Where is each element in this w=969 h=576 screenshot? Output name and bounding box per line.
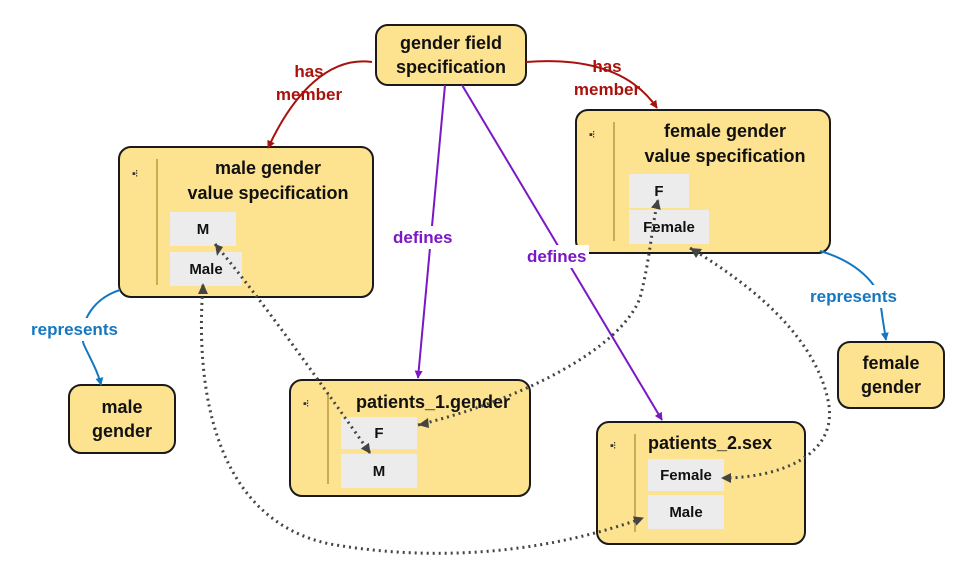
node-title: male gender value specification: [160, 156, 376, 206]
node-label-line-1: female: [862, 353, 920, 373]
node-title-line-2: value specification: [187, 183, 349, 203]
value-F[interactable]: F: [341, 417, 417, 449]
male-value-specification-node[interactable]: ▪⁝ male gender value specification M Mal…: [118, 146, 374, 298]
value-M[interactable]: M: [341, 454, 417, 488]
represents-label-right: represents: [808, 285, 899, 308]
value-Male[interactable]: Male: [648, 495, 724, 529]
patients-2-sex-node[interactable]: ▪⁝ patients_2.sex Female Male: [596, 421, 806, 545]
has-member-label-left: has member: [264, 60, 354, 106]
node-divider: [156, 159, 158, 285]
female-value-specification-node[interactable]: ▪⁝ female gender value specification F F…: [575, 109, 831, 254]
node-title-line-1: male gender: [214, 158, 322, 178]
represents-label-left: represents: [29, 318, 120, 341]
patients-1-gender-node[interactable]: ▪⁝ patients_1.gender F M: [289, 379, 531, 497]
defines-label-right: defines: [525, 245, 589, 268]
value-Female[interactable]: Female: [648, 459, 724, 491]
node-label-line-1: gender field: [399, 33, 502, 53]
value-Male[interactable]: Male: [170, 252, 242, 286]
node-title-line-2: value specification: [644, 146, 806, 166]
node-divider: [327, 392, 329, 484]
female-gender-node[interactable]: female gender: [837, 341, 945, 409]
label-line-2: member: [573, 80, 641, 99]
node-title-line-1: female gender: [663, 121, 787, 141]
label-line-2: member: [275, 85, 343, 104]
node-title: patients_1.gender: [355, 392, 511, 412]
label-line-1: has: [592, 57, 622, 76]
node-label-line-1: male: [101, 397, 143, 417]
node-divider: [634, 434, 636, 532]
label-line-1: has: [294, 62, 324, 81]
list-icon: ▪⁝: [132, 168, 138, 180]
gender-field-specification-node[interactable]: gender field specification: [375, 24, 527, 86]
value-Female[interactable]: Female: [629, 210, 709, 244]
node-label-line-2: specification: [395, 57, 507, 77]
list-icon: ▪⁝: [610, 440, 616, 452]
value-M[interactable]: M: [170, 212, 236, 246]
list-icon: ▪⁝: [589, 129, 595, 141]
node-divider: [613, 122, 615, 241]
node-title: female gender value specification: [617, 119, 833, 169]
male-gender-node[interactable]: male gender: [68, 384, 176, 454]
node-title: patients_2.sex: [648, 433, 773, 453]
defines-label-left: defines: [391, 226, 455, 249]
node-label-line-2: gender: [860, 377, 921, 397]
list-icon: ▪⁝: [303, 398, 309, 410]
has-member-label-right: has member: [562, 55, 652, 101]
value-F[interactable]: F: [629, 174, 689, 208]
node-label-line-2: gender: [91, 421, 152, 441]
